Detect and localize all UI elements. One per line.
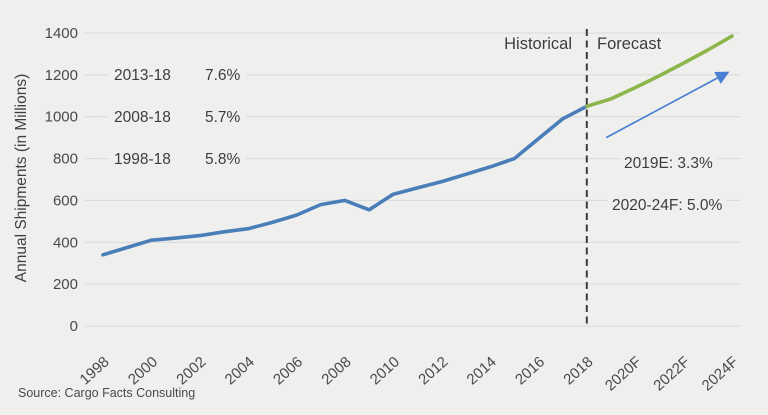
svg-text:2004: 2004 [222,353,258,388]
svg-text:1998: 1998 [76,353,112,388]
cagr-table: 2013-18 7.6% 2008-18 5.7% 1998-18 5.8% [108,64,247,172]
cagr-value: 5.7% [205,109,241,126]
cagr-value: 5.8% [205,151,241,168]
svg-text:2002: 2002 [173,353,209,388]
svg-text:1200: 1200 [45,67,78,84]
svg-text:2008: 2008 [318,353,354,388]
svg-text:800: 800 [53,151,78,168]
cagr-row-2013-18: 2013-18 7.6% [114,66,240,86]
svg-text:1400: 1400 [45,25,78,42]
svg-text:0: 0 [70,318,78,335]
svg-text:2000: 2000 [125,353,161,388]
forecast-note-2019: 2019E: 3.3% [620,154,717,174]
svg-text:2010: 2010 [367,353,403,388]
svg-text:2024F: 2024F [699,353,742,394]
svg-text:600: 600 [53,192,78,209]
cagr-period: 2013-18 [114,67,171,84]
cagr-value: 7.6% [205,67,241,84]
forecast-section-label: Forecast [597,35,662,53]
svg-text:2012: 2012 [415,353,451,388]
cagr-period: 1998-18 [114,151,171,168]
svg-text:2020F: 2020F [602,353,645,394]
svg-text:400: 400 [53,234,78,251]
y-axis-title: Annual Shipments (in Millions) [13,73,30,283]
cagr-period: 2008-18 [114,109,171,126]
svg-text:2016: 2016 [512,353,548,388]
svg-text:2006: 2006 [270,353,306,388]
cagr-row-2008-18: 2008-18 5.7% [114,108,240,128]
cagr-row-1998-18: 1998-18 5.8% [114,150,240,170]
svg-text:2022F: 2022F [650,353,693,394]
svg-text:200: 200 [53,276,78,293]
forecast-note-2020-24: 2020-24F: 5.0% [608,196,727,216]
svg-text:2018: 2018 [560,353,596,388]
svg-text:1000: 1000 [45,109,78,126]
historical-section-label: Historical [504,35,572,53]
source-attribution: Source: Cargo Facts Consulting [18,386,196,400]
svg-text:2014: 2014 [464,353,500,388]
